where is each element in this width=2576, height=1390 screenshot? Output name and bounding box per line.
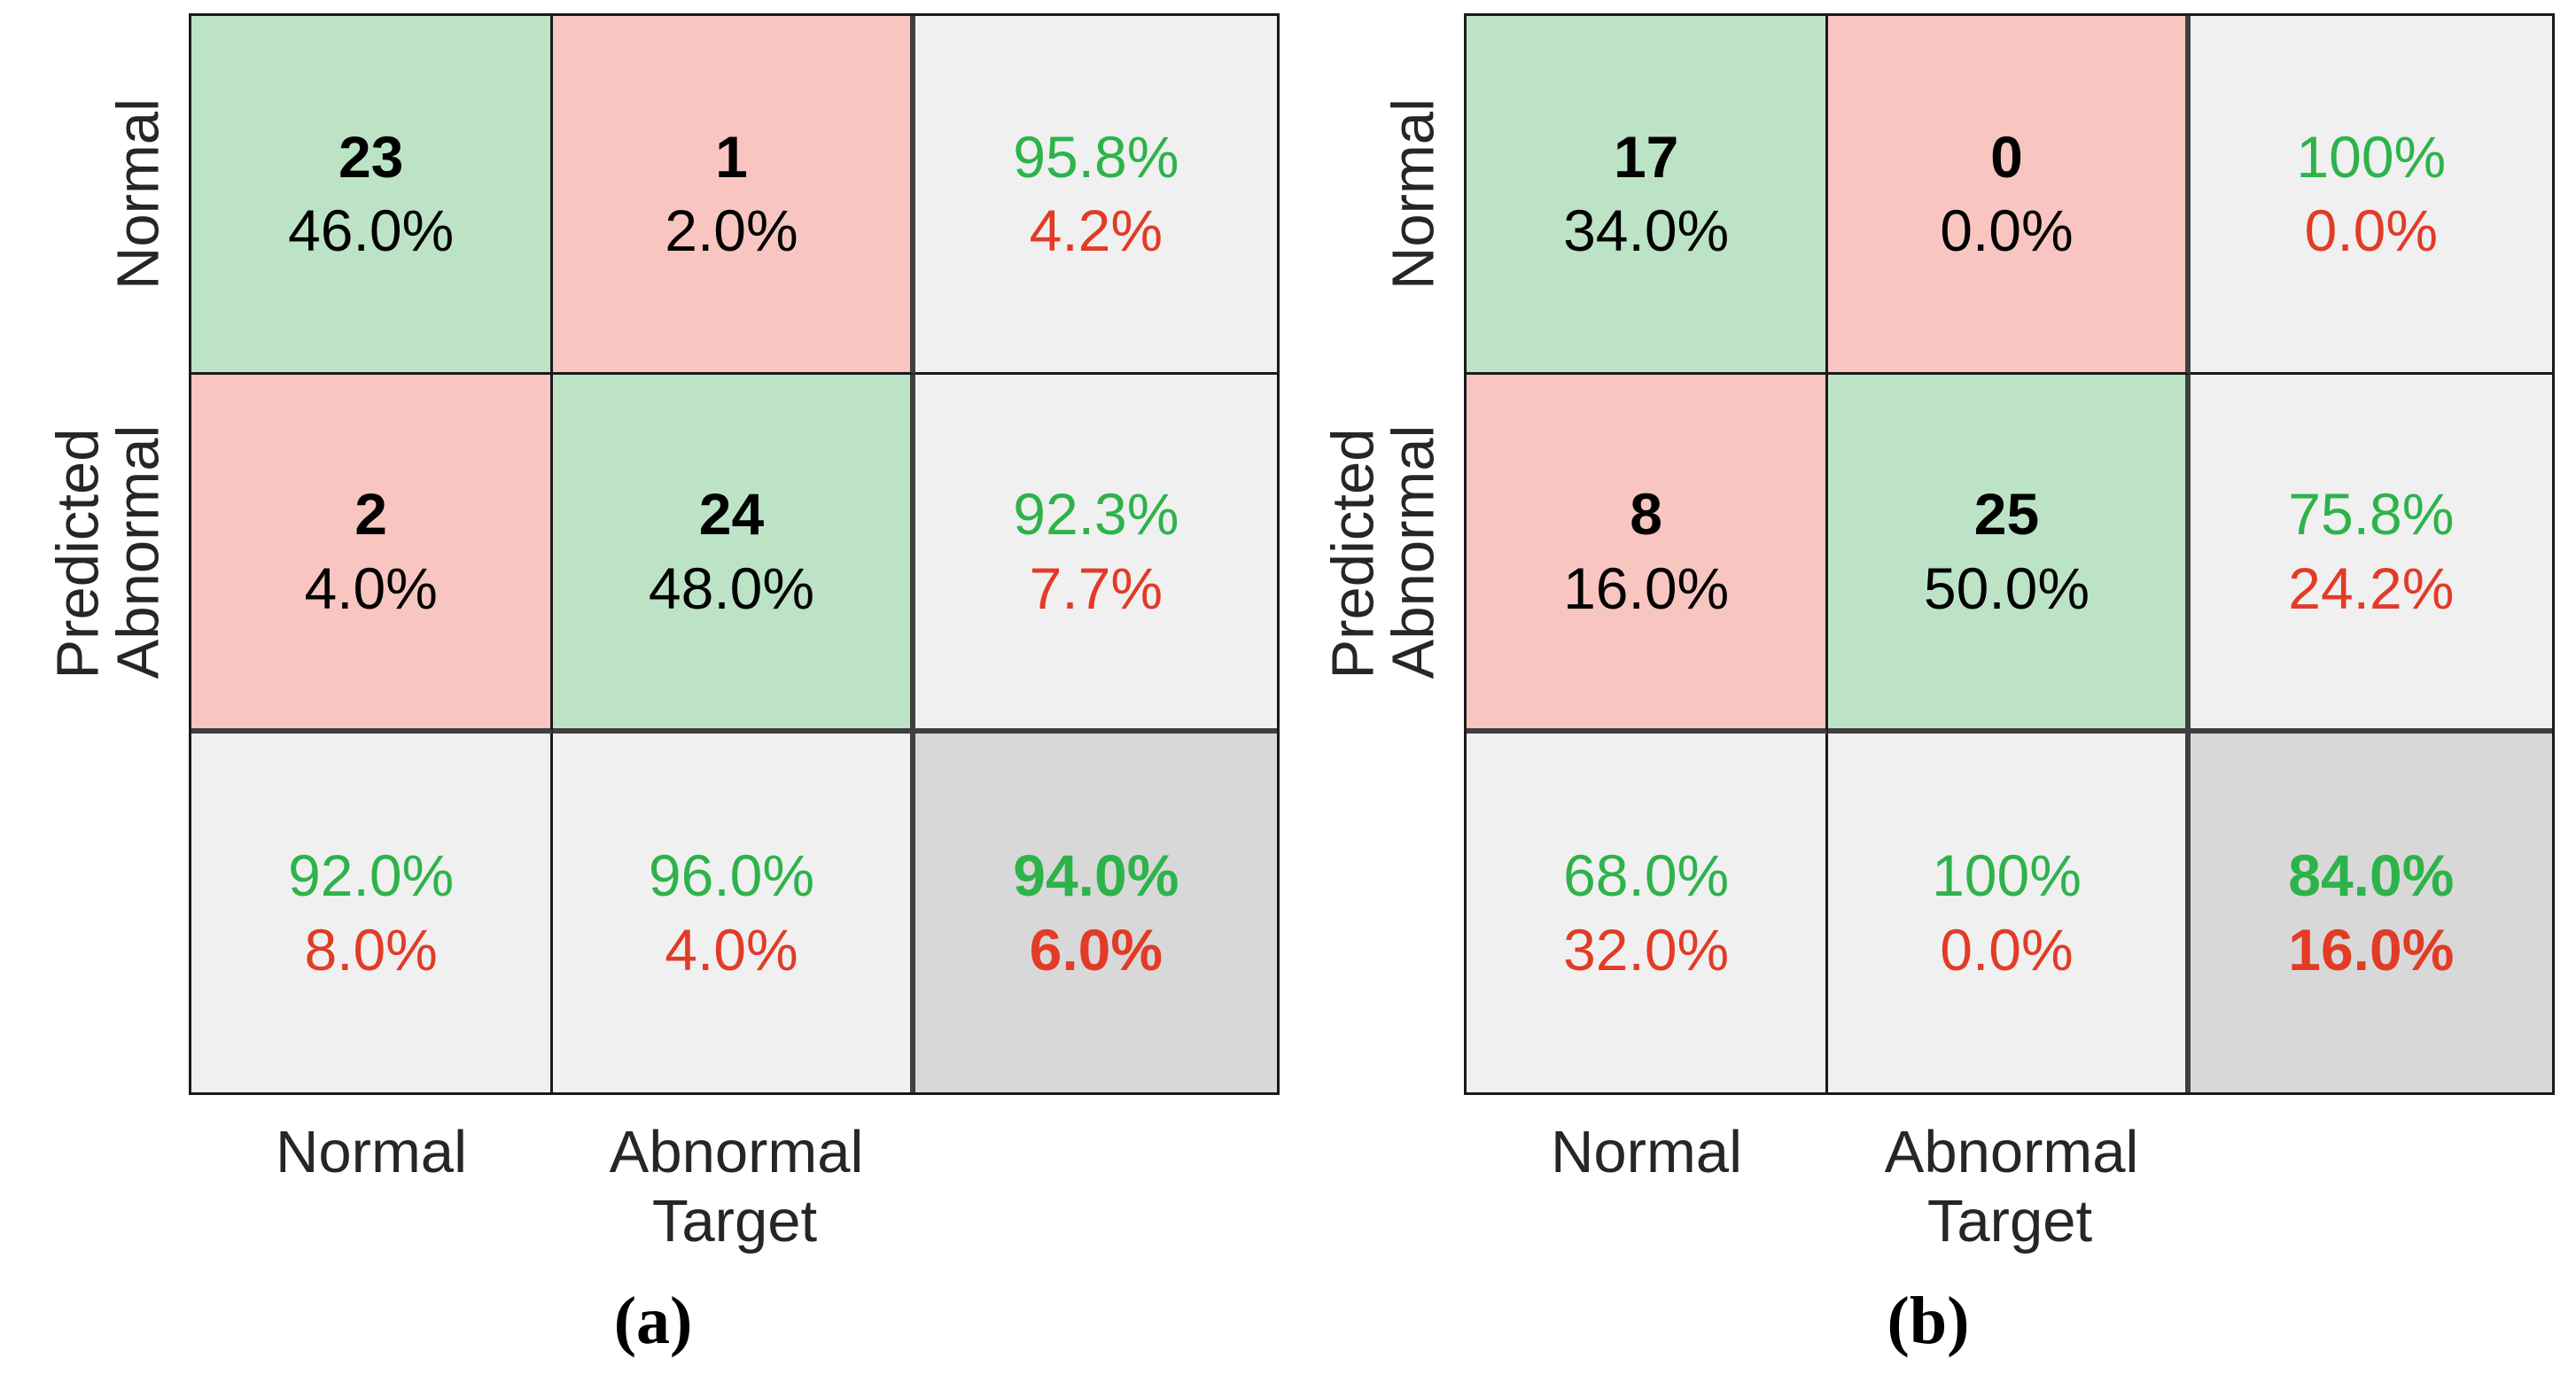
matrix-cell: 17 34.0% bbox=[1467, 16, 1829, 375]
overall-accuracy: 94.0% bbox=[1013, 843, 1179, 909]
cell-count: 17 bbox=[1613, 123, 1679, 190]
cell-percent: 4.0% bbox=[304, 555, 438, 621]
summary-negative: 8.0% bbox=[304, 916, 438, 982]
cell-count: 1 bbox=[715, 123, 748, 190]
col-label-normal: Normal bbox=[1551, 1119, 1742, 1185]
summary-negative: 7.7% bbox=[1029, 555, 1163, 621]
col-label-abnormal: Abnormal bbox=[609, 1119, 864, 1185]
matrix-cell: 23 46.0% bbox=[191, 16, 554, 375]
row-label-normal: Normal bbox=[1380, 98, 1447, 290]
summary-cell: 75.8% 24.2% bbox=[2190, 375, 2552, 734]
subfigure-caption-a: (a) bbox=[613, 1284, 693, 1358]
overall-accuracy: 84.0% bbox=[2288, 843, 2455, 909]
cell-percent: 50.0% bbox=[1923, 555, 2090, 621]
x-axis-label: Target bbox=[651, 1188, 818, 1254]
cell-count: 25 bbox=[1973, 481, 2040, 547]
summary-negative: 0.0% bbox=[2304, 198, 2439, 263]
summary-cell: 92.3% 7.7% bbox=[914, 375, 1277, 734]
summary-cell: 100% 0.0% bbox=[1828, 734, 2191, 1092]
matrix-cell: 0 0.0% bbox=[1828, 16, 2191, 375]
cell-percent: 48.0% bbox=[648, 555, 815, 621]
col-label-abnormal: Abnormal bbox=[1884, 1119, 2139, 1185]
matrix-cell: 24 48.0% bbox=[553, 375, 915, 734]
summary-positive: 92.0% bbox=[288, 843, 455, 909]
summary-negative: 4.0% bbox=[665, 916, 798, 982]
summary-negative: 32.0% bbox=[1563, 916, 1730, 982]
cell-count: 24 bbox=[698, 481, 765, 547]
summary-positive: 92.3% bbox=[1013, 481, 1179, 547]
cell-percent: 46.0% bbox=[288, 198, 455, 263]
summary-cell: 92.0% 8.0% bbox=[191, 734, 554, 1092]
cell-count: 2 bbox=[354, 481, 388, 547]
confusion-matrix-figure-b: Predicted Normal Abnormal 17 34.0% 0 0.0… bbox=[1275, 0, 2576, 1390]
cell-percent: 0.0% bbox=[1940, 198, 2074, 263]
summary-positive: 96.0% bbox=[648, 843, 815, 909]
cell-percent: 16.0% bbox=[1563, 555, 1730, 621]
matrix-cell: 1 2.0% bbox=[553, 16, 915, 375]
y-axis-label: Predicted bbox=[1319, 428, 1387, 679]
confusion-matrix-figure-a: Predicted Normal Abnormal 23 46.0% 1 2.0… bbox=[44, 13, 1280, 1358]
summary-positive: 100% bbox=[2296, 123, 2447, 190]
summary-positive: 100% bbox=[1932, 843, 2082, 909]
col-label-normal: Normal bbox=[276, 1119, 467, 1185]
cell-count: 23 bbox=[338, 123, 404, 190]
cell-count: 0 bbox=[1990, 123, 2023, 190]
y-axis-label: Predicted bbox=[44, 428, 112, 679]
row-label-normal: Normal bbox=[105, 98, 172, 290]
summary-positive: 95.8% bbox=[1013, 123, 1179, 190]
matrix-cell: 25 50.0% bbox=[1828, 375, 2191, 734]
matrix-cell: 2 4.0% bbox=[191, 375, 554, 734]
summary-negative: 24.2% bbox=[2288, 555, 2455, 621]
row-label-abnormal: Abnormal bbox=[1380, 424, 1447, 679]
summary-cell: 68.0% 32.0% bbox=[1467, 734, 1829, 1092]
subfigure-caption-b: (b) bbox=[1887, 1284, 1970, 1358]
overall-accuracy-cell: 84.0% 16.0% bbox=[2190, 734, 2552, 1092]
summary-positive: 68.0% bbox=[1563, 843, 1730, 909]
summary-positive: 75.8% bbox=[2288, 481, 2455, 547]
matrix-grid: 23 46.0% 1 2.0% 95.8% 4.2% 2 4.0% 24 48.… bbox=[189, 13, 1280, 1095]
cell-percent: 2.0% bbox=[665, 198, 798, 263]
summary-cell: 100% 0.0% bbox=[2190, 16, 2552, 375]
overall-error: 6.0% bbox=[1029, 916, 1163, 982]
matrix-cell: 8 16.0% bbox=[1467, 375, 1829, 734]
summary-cell: 96.0% 4.0% bbox=[553, 734, 915, 1092]
matrix-grid: 17 34.0% 0 0.0% 100% 0.0% 8 16.0% 25 50.… bbox=[1464, 13, 2555, 1095]
x-axis-label: Target bbox=[1926, 1188, 2093, 1254]
summary-negative: 4.2% bbox=[1029, 198, 1163, 263]
summary-cell: 95.8% 4.2% bbox=[914, 16, 1277, 375]
overall-error: 16.0% bbox=[2288, 916, 2455, 982]
overall-accuracy-cell: 94.0% 6.0% bbox=[914, 734, 1277, 1092]
cell-percent: 34.0% bbox=[1563, 198, 1730, 263]
cell-count: 8 bbox=[1630, 481, 1663, 547]
row-label-abnormal: Abnormal bbox=[105, 424, 172, 679]
summary-negative: 0.0% bbox=[1940, 916, 2074, 982]
